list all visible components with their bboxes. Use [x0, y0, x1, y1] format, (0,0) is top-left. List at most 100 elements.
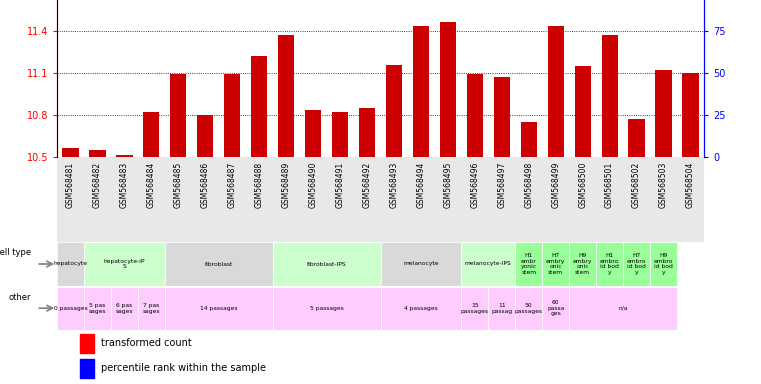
Bar [272, 286, 380, 330]
Text: fibroblast-IPS: fibroblast-IPS [307, 262, 346, 266]
Text: 7 pas
sages: 7 pas sages [142, 303, 160, 314]
Bar [543, 286, 569, 330]
Text: H7
embro
id bod
y: H7 embro id bod y [627, 253, 646, 275]
Bar [569, 286, 677, 330]
Text: GSM568499: GSM568499 [551, 162, 560, 208]
Text: GSM568489: GSM568489 [282, 162, 291, 208]
Bar [575, 66, 591, 157]
Bar [84, 286, 111, 330]
Text: 6 pas
sages: 6 pas sages [116, 303, 133, 314]
Bar [57, 286, 84, 330]
Bar [165, 242, 272, 286]
Text: other: other [8, 293, 31, 301]
Bar [515, 242, 543, 286]
Bar [569, 242, 596, 286]
Bar [601, 35, 618, 157]
Text: 60
passa
ges: 60 passa ges [547, 300, 565, 316]
Text: 14 passages: 14 passages [200, 306, 237, 311]
Text: hepatocyte: hepatocyte [53, 262, 88, 266]
Bar [272, 242, 380, 286]
Bar [116, 155, 132, 157]
Text: GSM568503: GSM568503 [659, 162, 668, 208]
Text: GSM568495: GSM568495 [444, 162, 452, 208]
Text: GSM568502: GSM568502 [632, 162, 641, 208]
Text: GSM568484: GSM568484 [147, 162, 156, 208]
Bar [596, 242, 623, 286]
Bar [623, 242, 650, 286]
Text: GSM568481: GSM568481 [66, 162, 75, 208]
Text: 5 passages: 5 passages [310, 306, 343, 311]
Bar [165, 286, 272, 330]
Text: H9
embro
id bod
y: H9 embro id bod y [654, 253, 673, 275]
Text: 5 pas
sages: 5 pas sages [89, 303, 107, 314]
Bar [90, 151, 106, 157]
Text: GSM568485: GSM568485 [174, 162, 183, 208]
Bar [62, 147, 78, 157]
Text: GSM568500: GSM568500 [578, 162, 587, 208]
Bar [494, 77, 510, 157]
Bar [111, 286, 138, 330]
Text: 50
passages: 50 passages [514, 303, 543, 314]
Bar [466, 74, 483, 157]
Bar [278, 35, 295, 157]
Bar [332, 113, 348, 157]
Bar [143, 113, 160, 157]
Text: H1
embr
yonic
stem: H1 embr yonic stem [521, 253, 537, 275]
Text: cell type: cell type [0, 248, 31, 257]
Text: GSM568493: GSM568493 [390, 162, 399, 208]
Text: 4 passages: 4 passages [404, 306, 438, 311]
Bar [440, 22, 456, 157]
Text: GSM568483: GSM568483 [120, 162, 129, 208]
Bar [170, 74, 186, 157]
Bar [629, 119, 645, 157]
Text: GSM568496: GSM568496 [470, 162, 479, 208]
Bar [655, 70, 672, 157]
Text: transformed count: transformed count [101, 338, 192, 348]
Bar [251, 56, 267, 157]
Bar [650, 242, 677, 286]
Bar [386, 65, 402, 157]
Bar [84, 242, 165, 286]
Bar [380, 242, 461, 286]
Bar [543, 242, 569, 286]
Bar [80, 359, 94, 378]
Text: melanocyte: melanocyte [403, 262, 438, 266]
Text: GSM568490: GSM568490 [309, 162, 317, 208]
Bar [80, 334, 94, 353]
Bar [224, 74, 240, 157]
Bar [461, 286, 489, 330]
Bar [412, 26, 429, 157]
Text: GSM568501: GSM568501 [605, 162, 614, 208]
Text: H7
embry
onic
stem: H7 embry onic stem [546, 253, 565, 275]
Text: percentile rank within the sample: percentile rank within the sample [101, 363, 266, 373]
Text: GSM568498: GSM568498 [524, 162, 533, 208]
Text: H1
embro
id bod
y: H1 embro id bod y [600, 253, 619, 275]
Bar [548, 26, 564, 157]
Bar [489, 286, 515, 330]
Text: GSM568497: GSM568497 [497, 162, 506, 208]
Bar [305, 109, 321, 157]
Text: H9
embry
onic
stem: H9 embry onic stem [573, 253, 592, 275]
Text: GSM568491: GSM568491 [336, 162, 345, 208]
Text: 15
passages: 15 passages [461, 303, 489, 314]
Bar [138, 286, 165, 330]
Text: GSM568492: GSM568492 [362, 162, 371, 208]
Text: GSM568482: GSM568482 [93, 162, 102, 208]
Bar [515, 286, 543, 330]
Bar [197, 115, 213, 157]
Text: melanocyte-IPS: melanocyte-IPS [465, 262, 511, 266]
Text: GSM568488: GSM568488 [255, 162, 264, 208]
Text: GSM568487: GSM568487 [228, 162, 237, 208]
Bar [683, 73, 699, 157]
Text: n/a: n/a [619, 306, 628, 311]
Text: 11
passag: 11 passag [491, 303, 512, 314]
Text: 0 passages: 0 passages [54, 306, 88, 311]
Bar [461, 242, 515, 286]
Text: GSM568494: GSM568494 [416, 162, 425, 208]
Bar [359, 108, 375, 157]
Text: fibroblast: fibroblast [205, 262, 233, 266]
Bar [57, 242, 84, 286]
Bar [521, 122, 537, 157]
Text: hepatocyte-iP
S: hepatocyte-iP S [103, 258, 145, 270]
Text: GSM568504: GSM568504 [686, 162, 695, 208]
